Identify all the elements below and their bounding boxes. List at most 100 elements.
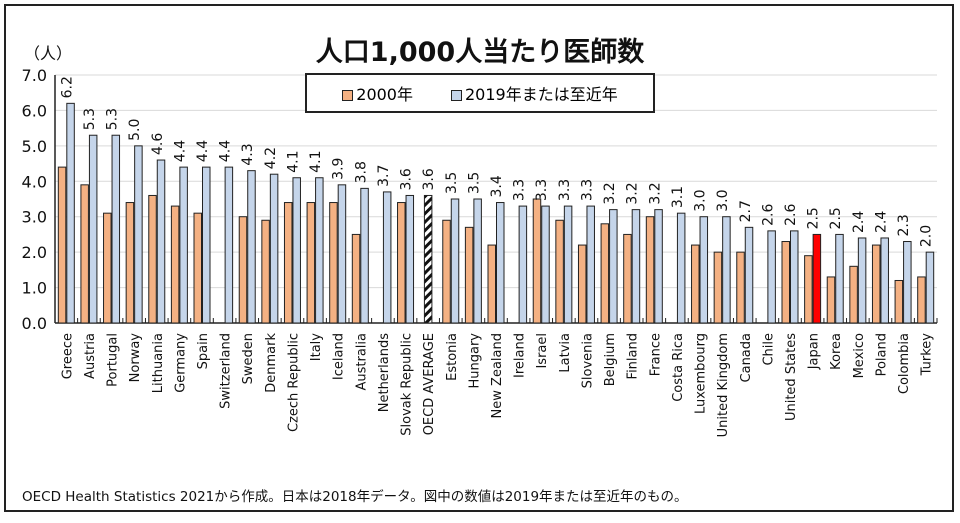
data-label: 5.3 <box>82 108 98 130</box>
data-label: 2.4 <box>873 211 889 233</box>
x-tick-label: Estonia <box>445 333 460 381</box>
legend-swatch <box>451 90 462 101</box>
bar-2019 <box>676 212 686 324</box>
data-label: 3.2 <box>647 182 663 204</box>
x-tick-label: Canada <box>739 333 754 382</box>
data-label: 5.3 <box>105 108 121 130</box>
data-label: 2.6 <box>783 204 799 226</box>
data-label: 2.5 <box>828 207 844 229</box>
bar-2000 <box>713 251 723 324</box>
bar-2000 <box>238 216 248 324</box>
bar-2019 <box>541 205 550 324</box>
bar-2019 <box>88 134 98 324</box>
chart-title: 人口1,000人当たり医師数 <box>315 37 645 68</box>
bar-2019 <box>880 237 889 324</box>
data-label: 3.8 <box>353 161 369 183</box>
x-tick-label: New Zealand <box>490 333 505 418</box>
bar-2019 <box>450 198 460 324</box>
legend-label: 2000年 <box>356 85 413 104</box>
bar-2000 <box>170 205 180 324</box>
data-label: 3.0 <box>693 189 709 211</box>
x-tick-label: Australia <box>354 333 369 391</box>
source-note: OECD Health Statistics 2021から作成。日本は2018年… <box>22 489 688 505</box>
bar-2019 <box>609 209 618 324</box>
data-label: 3.7 <box>376 165 392 187</box>
bar-2019 <box>202 166 211 324</box>
x-tick-label: France <box>648 333 663 376</box>
x-tick-label: Japan <box>807 333 822 370</box>
data-label: 3.1 <box>670 186 686 208</box>
bar-2019 <box>744 226 754 324</box>
bar-2000 <box>623 233 632 324</box>
bar-2019 <box>722 216 731 324</box>
bar-2000 <box>577 244 587 324</box>
x-tick-label: Sweden <box>241 333 256 384</box>
x-tick-label: Colombia <box>897 333 912 394</box>
x-tick-label: Finland <box>626 333 641 379</box>
bar-2019 <box>423 194 433 324</box>
x-tick-label: Portugal <box>106 333 121 387</box>
bar-2019 <box>586 205 595 324</box>
bar-2019 <box>857 237 867 324</box>
y-tick-label: 6.0 <box>22 101 47 120</box>
bar-2019 <box>496 202 505 324</box>
bar-2000 <box>600 223 610 324</box>
data-label: 2.4 <box>851 211 867 233</box>
data-label: 6.2 <box>59 76 75 98</box>
x-tick-label: Denmark <box>264 333 279 393</box>
data-label: 3.0 <box>715 189 731 211</box>
data-label: 4.4 <box>195 140 211 162</box>
x-tick-label: Ireland <box>513 333 528 378</box>
bar-2000 <box>193 212 202 324</box>
data-label: 3.3 <box>579 179 595 201</box>
bar-2019 <box>767 230 776 324</box>
x-tick-label: Spain <box>196 333 211 369</box>
data-label: 2.0 <box>919 225 935 247</box>
bar-2019 <box>111 134 121 324</box>
bar-2000 <box>487 244 496 324</box>
x-tick-label: OECD AVERAGE <box>422 333 437 435</box>
x-tick-label: Lithuania <box>151 333 166 393</box>
bar-2019 <box>224 166 234 324</box>
bar-2019 <box>179 166 188 324</box>
legend-label: 2019年または至近年 <box>465 85 618 104</box>
data-label: 3.2 <box>625 182 641 204</box>
bar-2000 <box>894 279 904 324</box>
bar-2019 <box>66 102 75 324</box>
bar-2000 <box>781 241 790 324</box>
data-label: 4.4 <box>218 140 234 162</box>
y-tick-label: 1.0 <box>22 279 47 298</box>
x-tick-label: Korea <box>829 333 844 370</box>
legend-swatch <box>342 90 354 101</box>
legend-item-2019: 2019年または至近年 <box>451 81 618 105</box>
data-label: 5.0 <box>127 119 143 141</box>
data-label: 4.2 <box>263 147 279 169</box>
bar-2000 <box>148 194 157 324</box>
data-label: 4.3 <box>240 143 256 165</box>
bar-2000 <box>804 255 813 324</box>
bar-2019 <box>699 216 709 324</box>
data-label: 4.1 <box>308 150 324 172</box>
x-tick-label: Austria <box>83 333 98 379</box>
data-label: 2.7 <box>738 200 754 222</box>
data-label: 2.5 <box>806 207 822 229</box>
x-tick-label: Mexico <box>852 333 867 378</box>
bar-2000 <box>826 276 836 324</box>
data-label: 3.9 <box>331 158 347 180</box>
bar-2000 <box>555 219 564 324</box>
bar-2000 <box>871 244 881 324</box>
bar-2000 <box>261 219 270 324</box>
bar-2000 <box>464 226 474 324</box>
data-label: 3.6 <box>421 168 437 190</box>
bar-2019 <box>269 173 279 324</box>
bar-2019 <box>790 230 799 324</box>
bar-2000 <box>397 202 406 324</box>
x-tick-label: Belgium <box>603 333 618 386</box>
x-tick-label: Switzerland <box>219 333 234 409</box>
bar-2019 <box>903 241 912 324</box>
bar-2000 <box>736 251 745 324</box>
legend: 2000年 2019年または至近年 <box>305 73 655 113</box>
legend-item-2000: 2000年 <box>342 81 413 105</box>
x-tick-label: Italy <box>309 333 324 362</box>
